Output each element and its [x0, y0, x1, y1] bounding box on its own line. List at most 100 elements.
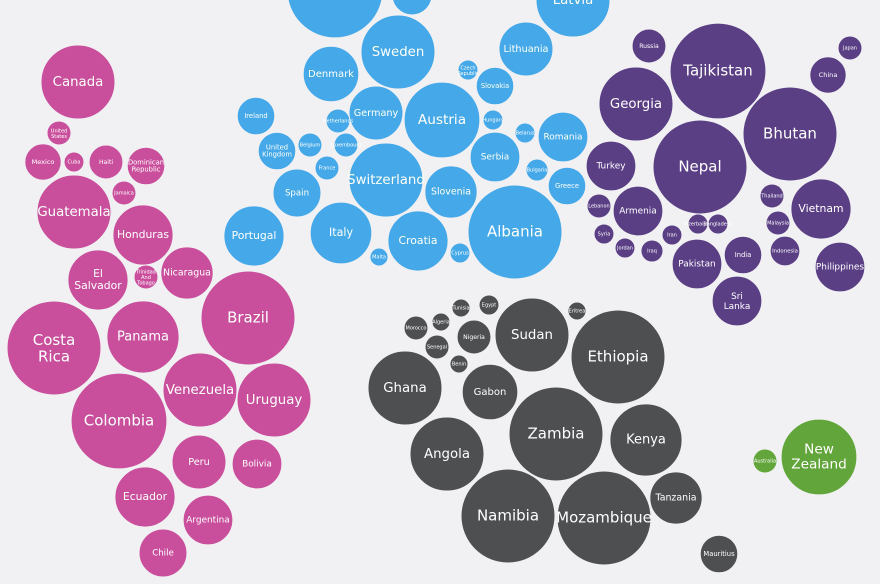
bubble-label: Iraq — [647, 249, 657, 255]
bubble — [514, 122, 536, 144]
bubble-label: Croatia — [399, 234, 438, 247]
bubble-label: Zambia — [528, 425, 585, 443]
bubble-label: Russia — [639, 43, 659, 50]
bubble-label: Tajikistan — [682, 62, 752, 80]
bubble-label: Cyprus — [451, 251, 469, 257]
label-line: Republic — [132, 166, 161, 174]
bubble — [570, 309, 666, 405]
bubble — [661, 224, 683, 246]
bubble — [742, 86, 838, 182]
bubble-label: Indonesia — [772, 249, 798, 255]
bubble-label: Gabon — [474, 387, 507, 398]
bubble — [171, 434, 227, 490]
bubble — [360, 14, 436, 90]
bubble-label: Italy — [329, 226, 353, 239]
bubble-label: Trinidad And Tobago — [135, 269, 156, 286]
bubble-label: United States — [51, 128, 68, 140]
bubble-label: Egypt — [482, 303, 496, 309]
label-line: United — [266, 143, 288, 151]
bubble-label: Germany — [354, 108, 399, 119]
label-line: Czech — [460, 65, 475, 71]
bubble-label: Mexico — [32, 158, 55, 166]
bubble-label: Spain — [285, 189, 309, 199]
bubble — [814, 241, 866, 293]
bubble-label: Bhutan — [763, 125, 817, 143]
bubble — [111, 180, 137, 206]
bubble-label: Luxembourg — [330, 143, 361, 149]
bubble-label: Costa Rica — [33, 330, 76, 365]
bubble — [537, 111, 589, 163]
bubble — [631, 28, 667, 64]
bubble-label: Chile — [152, 549, 174, 559]
bubble — [348, 85, 404, 141]
bubble — [297, 132, 323, 158]
bubble — [467, 184, 563, 280]
bubble — [456, 319, 492, 355]
bubble — [40, 44, 116, 120]
bubble-label: Philippines — [816, 263, 864, 273]
label-line: New — [804, 441, 834, 457]
bubble-label: Malta — [372, 255, 386, 261]
bubble — [671, 238, 723, 290]
bubble — [612, 185, 664, 237]
bubble — [457, 59, 479, 81]
bubble-label: Dominican Republic — [128, 158, 164, 173]
bubble — [287, 0, 383, 39]
bubble-label: Czech Republic — [457, 65, 479, 77]
bubble-label: Switzerland — [347, 173, 425, 188]
bubble-label: Australia — [754, 459, 776, 465]
bubble-label: Bulgaria — [527, 168, 548, 174]
bubble — [24, 143, 62, 181]
bubble — [451, 298, 471, 318]
bubble — [707, 213, 729, 235]
bubble-label: Panama — [117, 330, 169, 345]
bubble — [586, 193, 612, 219]
bubble — [449, 242, 471, 264]
bubble-label: Guatemala — [37, 205, 110, 220]
bubble — [593, 223, 615, 245]
bubble — [475, 66, 515, 106]
bubble-label: Thailand — [760, 194, 782, 200]
bubble — [369, 247, 389, 267]
bubble-label: Kenya — [626, 433, 666, 448]
label-line: Tobago — [136, 280, 155, 286]
bubble-label: Lebanon — [588, 204, 609, 210]
bubble — [272, 168, 322, 218]
bubble — [162, 352, 238, 428]
bubble — [126, 146, 166, 186]
bubble-label: Argentina — [186, 516, 230, 526]
label-line: Dominican — [128, 158, 164, 166]
bubble-label: Sweden — [372, 45, 425, 60]
bubble-label: Honduras — [117, 228, 169, 241]
bubble — [547, 166, 587, 206]
bubble-label: Eritrea — [569, 309, 586, 315]
bubble-label: Colombia — [84, 412, 155, 430]
bubble — [387, 210, 449, 272]
bubble — [556, 470, 652, 566]
bubble-label: Iran — [667, 233, 677, 239]
bubble — [392, 0, 432, 16]
bubble — [614, 237, 636, 259]
bubble-label: Denmark — [308, 69, 354, 80]
bubble-label: Sri Lanka — [724, 292, 751, 312]
bubble — [182, 494, 234, 546]
bubble-label: Ethiopia — [587, 348, 648, 366]
bubble — [461, 363, 519, 421]
bubble-label: Brazil — [227, 309, 269, 327]
bubble — [424, 165, 478, 219]
bubble — [508, 386, 604, 482]
bubble-label: Japan — [842, 46, 857, 52]
bubble — [6, 300, 102, 396]
bubble-label: India — [735, 251, 752, 259]
bubble-label: Lithuania — [504, 44, 549, 55]
bubble-label: Benin — [452, 362, 466, 368]
bubble-label: Turkey — [595, 162, 626, 172]
bubble-label: Sudan — [511, 328, 553, 343]
bubble-label: Namibia — [477, 507, 539, 525]
label-line: Republic — [457, 70, 479, 76]
bubble-label: Venezuela — [166, 383, 234, 398]
label-line: Sri — [731, 292, 743, 302]
bubble-label: Uruguay — [246, 393, 303, 408]
bubble-label: Vietnam — [798, 202, 843, 215]
